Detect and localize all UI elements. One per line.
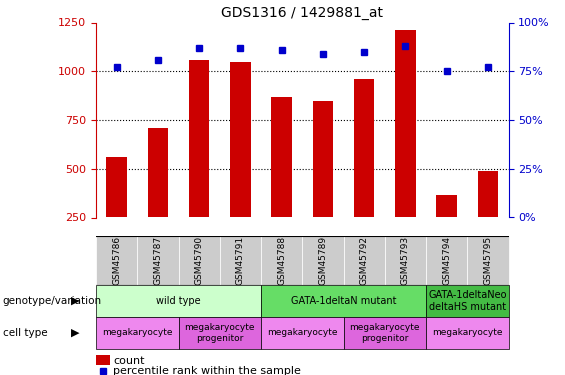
Text: GSM45789: GSM45789 (319, 236, 327, 285)
Bar (189, 60, 210, 217)
Bar (395, 30, 416, 217)
Text: GSM45787: GSM45787 (154, 236, 162, 285)
Bar (312, 102, 333, 217)
FancyBboxPatch shape (220, 236, 261, 285)
Text: ▶: ▶ (71, 328, 79, 338)
Bar (271, 97, 292, 218)
Title: GDS1316 / 1429881_at: GDS1316 / 1429881_at (221, 6, 383, 20)
Text: megakaryocyte: megakaryocyte (432, 328, 502, 338)
Text: percentile rank within the sample: percentile rank within the sample (113, 366, 301, 375)
FancyBboxPatch shape (261, 285, 426, 317)
Text: GSM45788: GSM45788 (277, 236, 286, 285)
Text: GSM45793: GSM45793 (401, 236, 410, 285)
Text: megakaryocyte: megakaryocyte (267, 328, 337, 338)
Text: GSM45794: GSM45794 (442, 236, 451, 285)
Text: wild type: wild type (157, 296, 201, 306)
FancyBboxPatch shape (344, 236, 385, 285)
Text: genotype/variation: genotype/variation (3, 296, 102, 306)
Text: GSM45791: GSM45791 (236, 236, 245, 285)
Text: count: count (113, 356, 145, 366)
Text: GSM45792: GSM45792 (360, 236, 368, 285)
FancyBboxPatch shape (426, 285, 508, 317)
FancyBboxPatch shape (426, 317, 508, 349)
FancyBboxPatch shape (261, 236, 302, 285)
Bar (106, 157, 127, 218)
FancyBboxPatch shape (137, 236, 179, 285)
Text: ▶: ▶ (71, 296, 79, 306)
FancyBboxPatch shape (261, 317, 344, 349)
FancyBboxPatch shape (344, 317, 426, 349)
Text: cell type: cell type (3, 328, 47, 338)
Text: megakaryocyte
progenitor: megakaryocyte progenitor (350, 323, 420, 342)
FancyBboxPatch shape (302, 236, 344, 285)
Bar (230, 63, 251, 217)
Text: GSM45790: GSM45790 (195, 236, 203, 285)
FancyBboxPatch shape (426, 236, 467, 285)
FancyBboxPatch shape (96, 285, 261, 317)
Text: megakaryocyte
progenitor: megakaryocyte progenitor (185, 323, 255, 342)
Text: GATA-1deltaN mutant: GATA-1deltaN mutant (291, 296, 396, 306)
FancyBboxPatch shape (179, 236, 220, 285)
FancyBboxPatch shape (179, 317, 261, 349)
Bar (436, 195, 457, 217)
Text: megakaryocyte: megakaryocyte (102, 328, 172, 338)
FancyBboxPatch shape (96, 317, 179, 349)
FancyBboxPatch shape (96, 236, 137, 285)
Bar (147, 128, 168, 218)
Bar (354, 79, 375, 218)
Text: GSM45786: GSM45786 (112, 236, 121, 285)
FancyBboxPatch shape (385, 236, 426, 285)
Text: GSM45795: GSM45795 (484, 236, 492, 285)
Text: GATA-1deltaNeo
deltaHS mutant: GATA-1deltaNeo deltaHS mutant (428, 290, 506, 312)
FancyBboxPatch shape (467, 236, 509, 285)
Bar (96, 356, 110, 364)
Bar (477, 171, 498, 217)
